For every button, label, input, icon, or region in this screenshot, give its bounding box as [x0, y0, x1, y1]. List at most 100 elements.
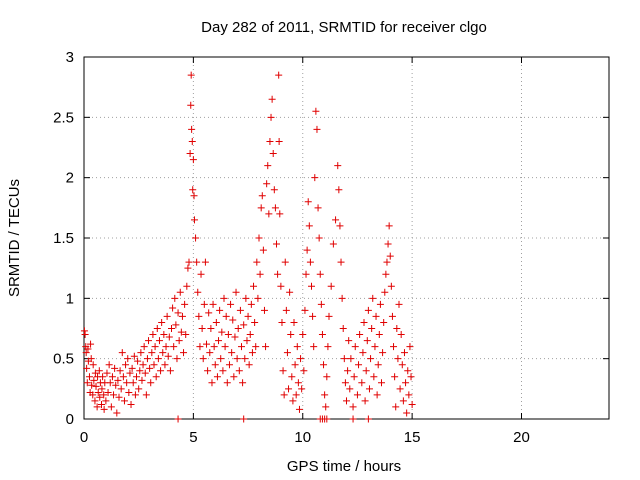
data-point: [309, 312, 317, 320]
y-tick-label: 2: [66, 170, 74, 187]
data-point: [373, 391, 381, 399]
data-point: [136, 367, 144, 375]
data-point: [244, 312, 252, 320]
data-point: [371, 343, 379, 351]
data-point: [210, 343, 218, 351]
data-point: [128, 364, 136, 372]
data-point: [196, 343, 204, 351]
data-point: [143, 355, 151, 363]
data-point: [365, 385, 373, 393]
data-point: [250, 282, 258, 290]
data-point: [205, 309, 213, 317]
data-point: [184, 264, 192, 272]
data-point: [234, 325, 242, 332]
data-point: [345, 337, 353, 345]
data-point: [382, 270, 390, 278]
data-point: [295, 405, 303, 413]
data-point: [334, 162, 342, 170]
data-point: [329, 240, 337, 248]
data-point: [383, 258, 391, 266]
data-point: [138, 376, 146, 384]
data-point: [364, 415, 372, 423]
data-point: [168, 325, 175, 332]
y-tick-label: 0: [66, 411, 74, 428]
data-point: [285, 385, 293, 393]
data-point: [317, 300, 325, 308]
data-point: [402, 379, 410, 387]
data-point: [193, 258, 201, 266]
data-point: [98, 385, 106, 393]
data-point: [266, 137, 274, 145]
data-point: [90, 376, 98, 384]
data-point: [306, 258, 314, 266]
data-point: [395, 300, 403, 308]
data-point: [199, 355, 207, 363]
data-point: [388, 312, 396, 320]
data-point: [251, 318, 259, 326]
data-point: [200, 300, 208, 308]
data-point: [263, 180, 271, 188]
data-point: [119, 373, 127, 381]
data-point: [195, 312, 203, 320]
data-point: [85, 373, 93, 381]
data-point: [279, 367, 287, 375]
data-point: [235, 367, 243, 375]
data-point: [269, 150, 277, 158]
data-point: [399, 397, 407, 405]
data-point: [396, 385, 404, 393]
data-point: [246, 331, 254, 339]
data-point: [120, 397, 128, 405]
data-point: [223, 379, 231, 387]
data-point: [239, 379, 247, 387]
data-point: [110, 391, 118, 399]
data-point: [111, 364, 119, 372]
data-point: [99, 373, 107, 381]
data-point: [207, 325, 215, 332]
data-point: [232, 288, 240, 296]
data-point: [310, 343, 318, 351]
data-point: [164, 352, 172, 360]
data-point: [159, 349, 167, 357]
data-point: [231, 333, 239, 341]
data-point: [174, 309, 182, 317]
data-point: [201, 258, 209, 266]
data-point: [275, 137, 283, 145]
data-point: [172, 321, 180, 329]
x-tick-label: 5: [189, 429, 197, 446]
data-point: [280, 391, 288, 399]
data-point: [137, 349, 145, 357]
data-point: [340, 355, 348, 363]
data-point: [216, 306, 224, 314]
data-point: [91, 397, 99, 405]
data-point: [349, 415, 357, 423]
data-point: [158, 318, 166, 326]
data-point: [322, 403, 330, 411]
data-point: [370, 373, 378, 381]
data-point: [171, 294, 179, 302]
data-point: [288, 373, 296, 381]
data-point: [350, 373, 358, 381]
data-point: [336, 222, 344, 230]
x-tick-label: 15: [404, 429, 421, 446]
data-point: [188, 125, 196, 133]
data-point: [386, 252, 394, 260]
data-point: [323, 415, 331, 423]
data-point: [115, 393, 123, 401]
x-tick-label: 0: [80, 429, 88, 446]
data-point: [358, 379, 366, 387]
data-point: [192, 234, 200, 242]
data-point: [219, 367, 227, 375]
data-point: [368, 325, 376, 332]
data-point: [248, 349, 256, 357]
data-point: [107, 403, 115, 411]
data-point: [98, 401, 105, 409]
data-points: [80, 71, 416, 423]
data-point: [84, 345, 92, 353]
data-point: [240, 415, 248, 423]
data-point: [100, 405, 108, 413]
data-point: [323, 373, 331, 381]
data-point: [82, 349, 90, 357]
data-point: [252, 343, 260, 351]
data-point: [404, 367, 412, 375]
data-point: [108, 373, 116, 381]
